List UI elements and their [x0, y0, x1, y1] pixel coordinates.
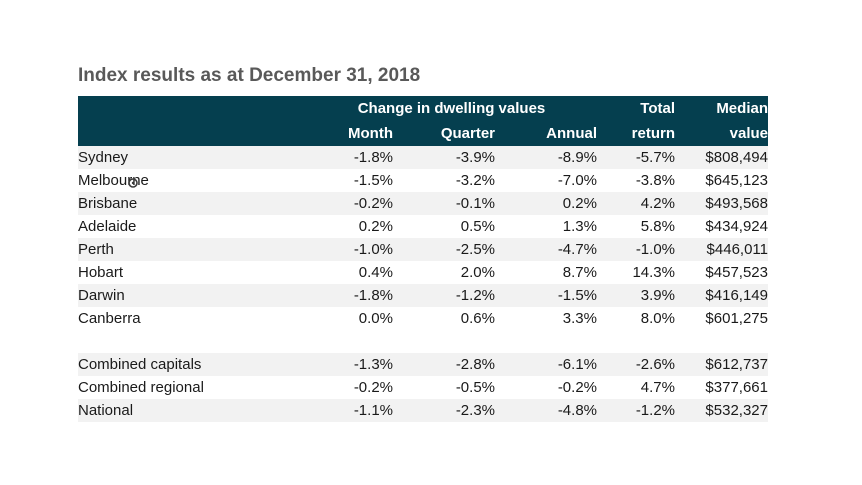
- table-row-sydney: Sydney -1.8% -3.9% -8.9% -5.7% $808,494: [78, 146, 768, 169]
- median-value-cell: $493,568: [675, 192, 768, 215]
- quarter-cell: -1.2%: [393, 284, 495, 307]
- quarter-cell: 0.5%: [393, 215, 495, 238]
- index-results-table: Change in dwelling values Total Median M…: [78, 96, 768, 422]
- median-value-cell: $808,494: [675, 146, 768, 169]
- median-value-cell: $645,123: [675, 169, 768, 192]
- total-return-cell: -1.0%: [597, 238, 675, 261]
- city-cell: Combined capitals: [78, 353, 306, 376]
- month-cell: -1.1%: [306, 399, 393, 422]
- total-return-cell: 14.3%: [597, 261, 675, 284]
- table-row-brisbane: Brisbane -0.2% -0.1% 0.2% 4.2% $493,568: [78, 192, 768, 215]
- total-return-cell: 4.7%: [597, 376, 675, 399]
- quarter-cell: -2.8%: [393, 353, 495, 376]
- median-value-cell: $601,275: [675, 307, 768, 330]
- column-header-quarter: Quarter: [393, 121, 495, 146]
- quarter-cell: 2.0%: [393, 261, 495, 284]
- table-row-combined-regional: Combined regional -0.2% -0.5% -0.2% 4.7%…: [78, 376, 768, 399]
- table-row-perth: Perth -1.0% -2.5% -4.7% -1.0% $446,011: [78, 238, 768, 261]
- column-header-return: return: [597, 121, 675, 146]
- header-row-columns: Month Quarter Annual return value: [78, 121, 768, 146]
- quarter-cell: -2.5%: [393, 238, 495, 261]
- column-header-total: Total: [597, 96, 675, 121]
- month-cell: 0.4%: [306, 261, 393, 284]
- table-row-hobart: Hobart 0.4% 2.0% 8.7% 14.3% $457,523: [78, 261, 768, 284]
- median-value-cell: $532,327: [675, 399, 768, 422]
- annual-cell: -6.1%: [495, 353, 597, 376]
- month-cell: -1.8%: [306, 146, 393, 169]
- month-cell: -1.0%: [306, 238, 393, 261]
- city-cell: Hobart: [78, 261, 306, 284]
- city-cell: Sydney: [78, 146, 306, 169]
- table-row-darwin: Darwin -1.8% -1.2% -1.5% 3.9% $416,149: [78, 284, 768, 307]
- total-return-cell: -5.7%: [597, 146, 675, 169]
- annual-cell: -8.9%: [495, 146, 597, 169]
- total-return-cell: 8.0%: [597, 307, 675, 330]
- quarter-cell: -0.5%: [393, 376, 495, 399]
- page-title: Index results as at December 31, 2018: [78, 65, 421, 86]
- month-cell: 0.2%: [306, 215, 393, 238]
- median-value-cell: $416,149: [675, 284, 768, 307]
- median-value-cell: $434,924: [675, 215, 768, 238]
- city-cell: Combined regional: [78, 376, 306, 399]
- annual-cell: -7.0%: [495, 169, 597, 192]
- column-group-change-in-dwelling-values: Change in dwelling values: [306, 96, 597, 121]
- month-cell: 0.0%: [306, 307, 393, 330]
- column-header-value: value: [675, 121, 768, 146]
- annual-cell: 1.3%: [495, 215, 597, 238]
- month-cell: -0.2%: [306, 376, 393, 399]
- header-row-group: Change in dwelling values Total Median: [78, 96, 768, 121]
- header-blank-cell: [78, 96, 306, 121]
- median-value-cell: $446,011: [675, 238, 768, 261]
- header-blank-cell: [78, 121, 306, 146]
- spacer-cell: [78, 330, 768, 353]
- total-return-cell: 4.2%: [597, 192, 675, 215]
- city-cell: Canberra: [78, 307, 306, 330]
- month-cell: -0.2%: [306, 192, 393, 215]
- annual-cell: -4.7%: [495, 238, 597, 261]
- annual-cell: 8.7%: [495, 261, 597, 284]
- median-value-cell: $612,737: [675, 353, 768, 376]
- quarter-cell: -2.3%: [393, 399, 495, 422]
- spacer-row: [78, 330, 768, 353]
- total-return-cell: 5.8%: [597, 215, 675, 238]
- city-cell: Perth: [78, 238, 306, 261]
- column-header-median: Median: [675, 96, 768, 121]
- annual-cell: 3.3%: [495, 307, 597, 330]
- month-cell: -1.8%: [306, 284, 393, 307]
- annual-cell: -0.2%: [495, 376, 597, 399]
- total-return-cell: -3.8%: [597, 169, 675, 192]
- month-cell: -1.3%: [306, 353, 393, 376]
- table-row-combined-capitals: Combined capitals -1.3% -2.8% -6.1% -2.6…: [78, 353, 768, 376]
- annual-cell: 0.2%: [495, 192, 597, 215]
- city-cell: Melbourne: [78, 169, 306, 192]
- table-row-adelaide: Adelaide 0.2% 0.5% 1.3% 5.8% $434,924: [78, 215, 768, 238]
- quarter-cell: -3.2%: [393, 169, 495, 192]
- city-cell: National: [78, 399, 306, 422]
- table-row-melbourne: Melbourne -1.5% -3.2% -7.0% -3.8% $645,1…: [78, 169, 768, 192]
- table-header: Change in dwelling values Total Median M…: [78, 96, 768, 146]
- city-cell: Adelaide: [78, 215, 306, 238]
- median-value-cell: $457,523: [675, 261, 768, 284]
- table-row-canberra: Canberra 0.0% 0.6% 3.3% 8.0% $601,275: [78, 307, 768, 330]
- column-header-month: Month: [306, 121, 393, 146]
- city-cell: Brisbane: [78, 192, 306, 215]
- quarter-cell: -0.1%: [393, 192, 495, 215]
- annual-cell: -4.8%: [495, 399, 597, 422]
- column-header-annual: Annual: [495, 121, 597, 146]
- annual-cell: -1.5%: [495, 284, 597, 307]
- total-return-cell: -2.6%: [597, 353, 675, 376]
- quarter-cell: -3.9%: [393, 146, 495, 169]
- city-cell: Darwin: [78, 284, 306, 307]
- total-return-cell: 3.9%: [597, 284, 675, 307]
- table-row-national: National -1.1% -2.3% -4.8% -1.2% $532,32…: [78, 399, 768, 422]
- quarter-cell: 0.6%: [393, 307, 495, 330]
- median-value-cell: $377,661: [675, 376, 768, 399]
- month-cell: -1.5%: [306, 169, 393, 192]
- total-return-cell: -1.2%: [597, 399, 675, 422]
